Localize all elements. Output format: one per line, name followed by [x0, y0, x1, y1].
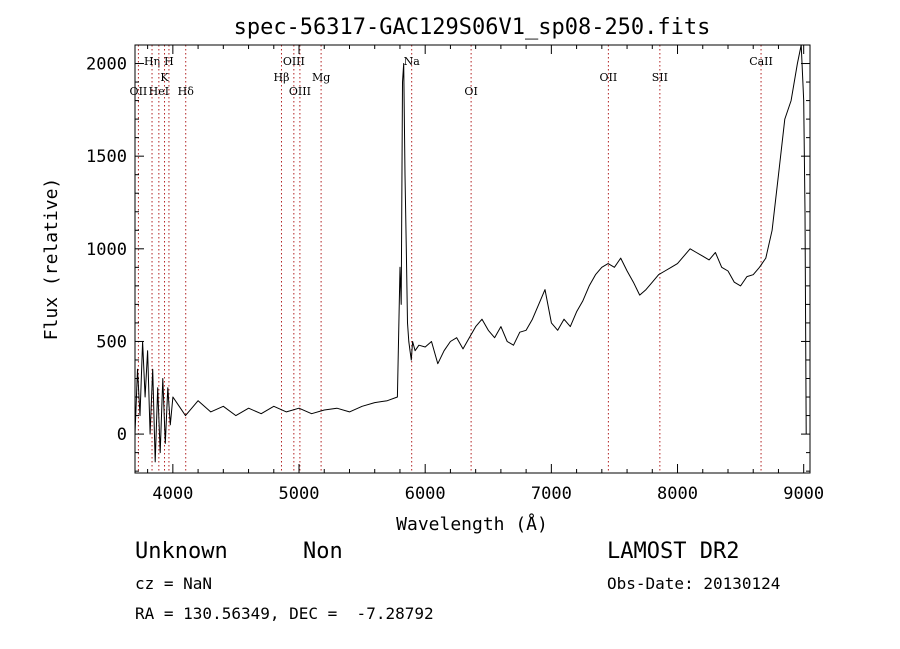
spectral-line-label: Hη [144, 55, 160, 68]
spectral-line-label: SII [652, 71, 668, 84]
y-tick-label: 1500 [86, 147, 127, 167]
spectral-line-label: Na [404, 55, 421, 68]
y-tick-label: 2000 [86, 55, 127, 75]
spectrum-series [134, 44, 807, 463]
spectral-line-label: Hβ [274, 71, 290, 84]
survey-name: LAMOST DR2 [607, 539, 740, 564]
classification-right: Non [303, 539, 343, 564]
axis-ticks: 4000 5000 6000 7000 8000 9000 0 500 1000 1500 2000 [86, 44, 824, 504]
x-tick-label: 4000 [152, 484, 193, 504]
spectral-line-label: CaII [749, 55, 773, 68]
spectral-line-label: HeI [149, 85, 169, 98]
x-tick-label: 9000 [783, 484, 824, 504]
y-tick-label: 1000 [86, 240, 127, 260]
obs-date: Obs-Date: 20130124 [607, 574, 781, 593]
spectral-line-label: OII [130, 85, 148, 98]
y-tick-label: 500 [96, 332, 127, 352]
y-axis-label: Flux (relative) [41, 178, 62, 341]
spectral-line-label: OIII [283, 55, 305, 68]
spectral-line-label: OII [600, 71, 618, 84]
x-axis-label: Wavelength (Å) [396, 513, 548, 535]
spectral-line-label: H [164, 55, 174, 68]
classification-left: Unknown [135, 539, 228, 564]
spectral-line-label: OI [464, 85, 477, 98]
spectral-line-label: OIII [289, 85, 311, 98]
y-tick-label: 0 [117, 425, 127, 445]
spectral-line-label: Hδ [178, 85, 195, 98]
x-tick-label: 5000 [279, 484, 320, 504]
chart-title: spec-56317-GAC129S06V1_sp08-250.fits [234, 15, 711, 40]
x-tick-label: 7000 [531, 484, 572, 504]
redshift-cz: cz = NaN [135, 574, 213, 593]
spectrum-line [134, 44, 807, 463]
plot-frame [134, 44, 811, 474]
spectral-line-label: K [160, 71, 169, 84]
coordinates: RA = 130.56349, DEC = -7.28792 [135, 604, 434, 623]
x-tick-label: 6000 [405, 484, 446, 504]
spectral-line-label: Mg [312, 71, 330, 84]
x-tick-label: 8000 [657, 484, 698, 504]
